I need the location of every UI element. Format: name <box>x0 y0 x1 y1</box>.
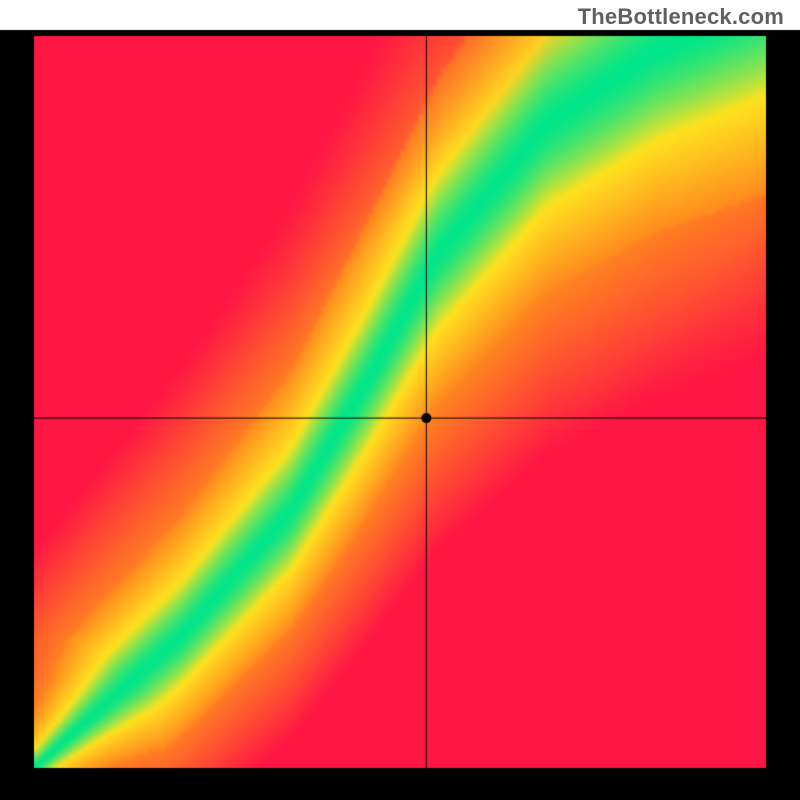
bottleneck-heatmap <box>0 0 800 800</box>
attribution-text: TheBottleneck.com <box>578 4 784 30</box>
